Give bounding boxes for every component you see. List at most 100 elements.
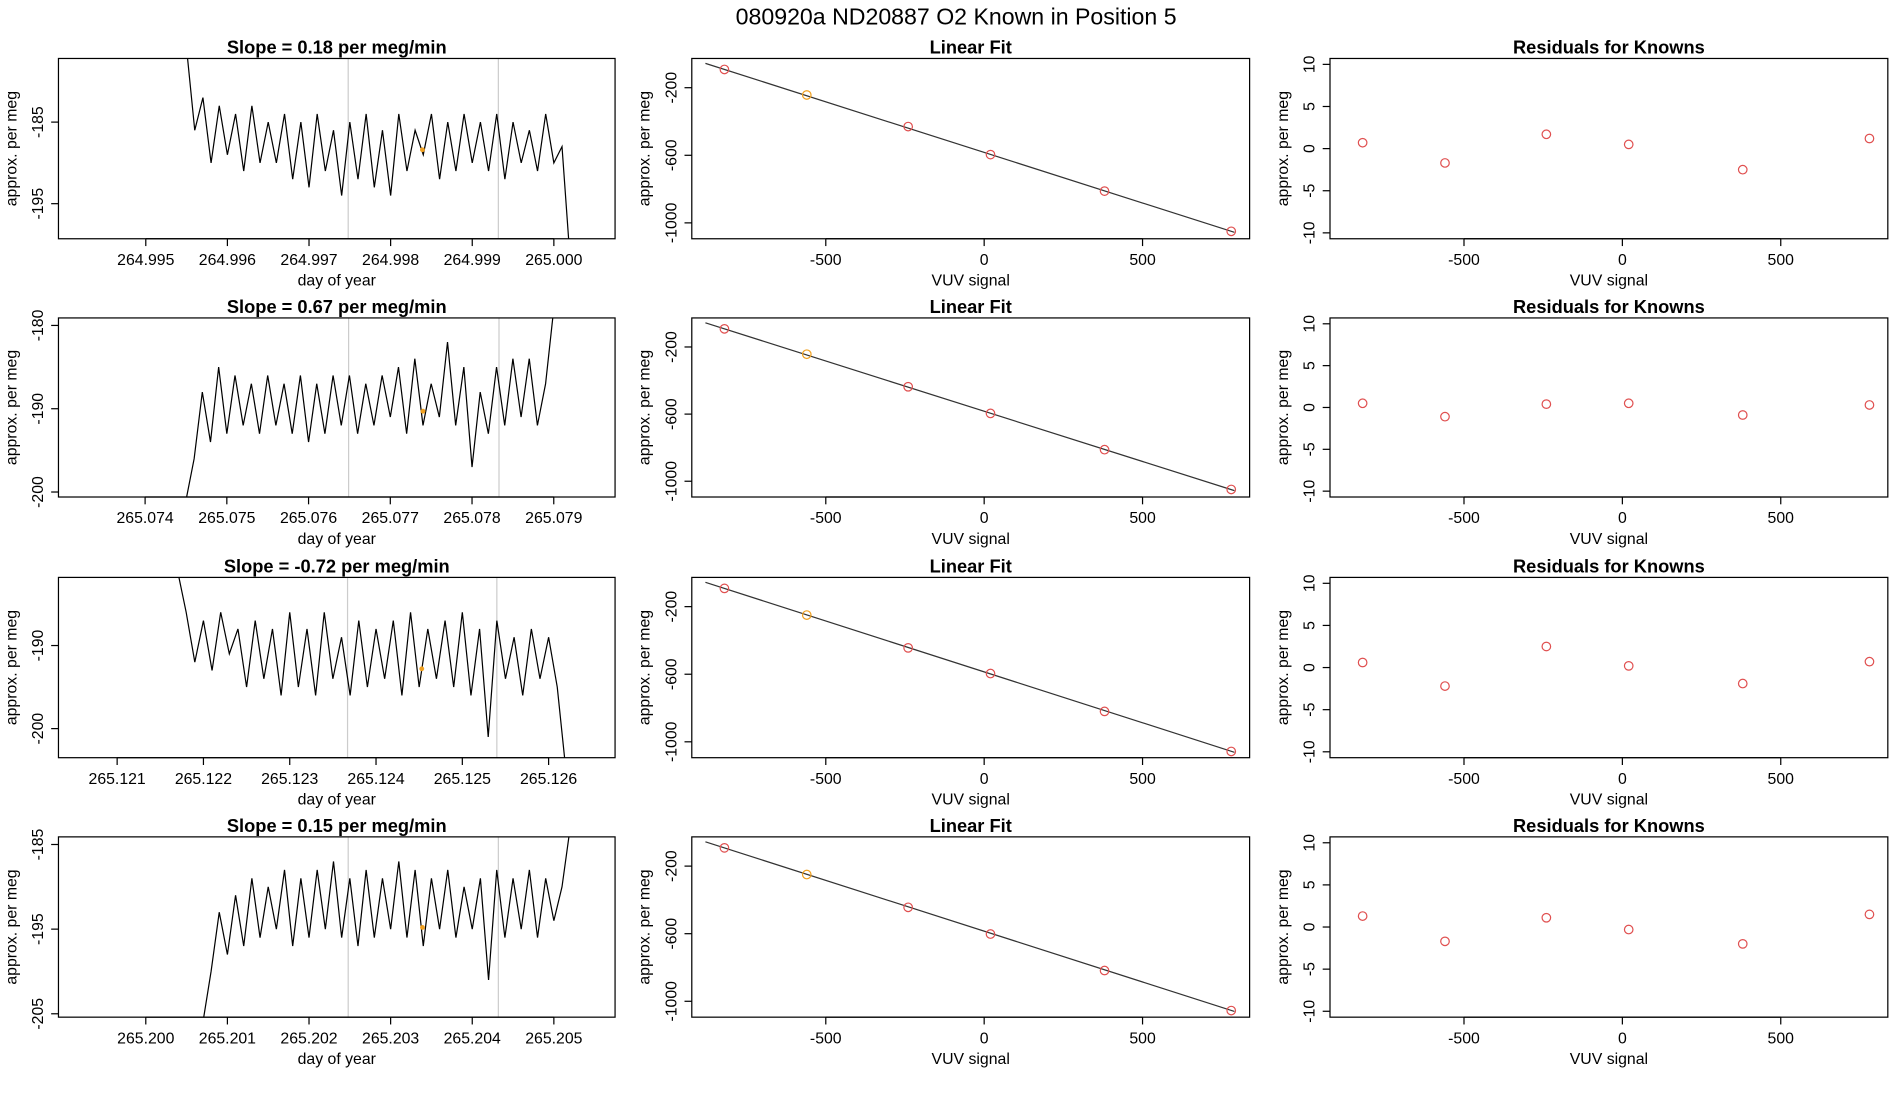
y-tick-label: -200 xyxy=(663,72,680,104)
x-tick-label: 265.201 xyxy=(199,1030,256,1047)
x-tick-label: -500 xyxy=(810,252,842,269)
y-tick-label: 0 xyxy=(1302,403,1319,412)
point xyxy=(1440,936,1450,947)
y-tick-label: 0 xyxy=(1302,663,1319,672)
x-tick-label: 500 xyxy=(1129,510,1156,527)
highlight-point xyxy=(419,666,425,672)
point xyxy=(719,323,730,334)
plot-box xyxy=(57,836,616,1018)
x-tick-label: -500 xyxy=(810,771,842,788)
point xyxy=(1099,965,1110,976)
y-tick-label: 5 xyxy=(1302,880,1319,889)
x-tick-label: -500 xyxy=(1448,252,1480,269)
panel-title: Slope = 0.67 per meg/min xyxy=(227,296,447,317)
y-axis-label: approx. per meg xyxy=(637,869,654,984)
x-tick-label: 265.000 xyxy=(525,252,582,269)
y-tick-label: -1000 xyxy=(663,461,680,502)
point xyxy=(1099,444,1110,455)
y-tick-label: -200 xyxy=(30,476,47,508)
y-axis-label: approx. per meg xyxy=(1275,869,1292,984)
x-tick-label: 0 xyxy=(1618,771,1627,788)
y-tick-label: -185 xyxy=(30,828,47,860)
x-tick-label: 265.200 xyxy=(117,1030,174,1047)
fit-line xyxy=(705,581,1235,753)
y-axis-label: approx. per meg xyxy=(637,610,654,725)
panel xyxy=(705,322,1237,495)
panel-title: Residuals for Knowns xyxy=(1513,37,1705,58)
y-tick-label: 5 xyxy=(1302,102,1319,111)
plot-box xyxy=(691,836,1251,1018)
y-tick-label: -185 xyxy=(30,106,47,138)
x-tick-label: -500 xyxy=(1448,771,1480,788)
y-tick-label: -190 xyxy=(30,393,47,425)
y-axis-label: approx. per meg xyxy=(637,350,654,465)
y-axis-label: approx. per meg xyxy=(1275,350,1292,465)
y-tick-label: -200 xyxy=(663,331,680,363)
point xyxy=(1440,681,1450,691)
point xyxy=(985,929,996,939)
point xyxy=(801,90,812,100)
x-tick-label: 265.079 xyxy=(525,510,582,527)
point xyxy=(1541,129,1552,140)
x-tick-label: 264.999 xyxy=(444,252,501,269)
point xyxy=(719,583,730,594)
y-axis-label: approx. per meg xyxy=(637,91,654,206)
point xyxy=(1357,137,1368,148)
x-tick-label: 0 xyxy=(1618,510,1627,527)
fit-line xyxy=(705,322,1235,492)
point xyxy=(719,64,730,75)
point xyxy=(903,381,914,392)
x-tick-label: 265.075 xyxy=(198,510,255,527)
panel xyxy=(178,577,566,758)
x-tick-label: 265.074 xyxy=(116,510,173,527)
panel-title: Linear Fit xyxy=(930,37,1012,58)
panel xyxy=(705,581,1237,757)
y-tick-label: -1000 xyxy=(663,202,680,243)
y-tick-label: 5 xyxy=(1302,621,1319,630)
y-tick-label: -200 xyxy=(663,591,680,623)
x-axis-label: day of year xyxy=(298,1051,377,1068)
point xyxy=(985,668,996,679)
y-tick-label: -190 xyxy=(30,630,47,662)
y-tick-label: -1000 xyxy=(663,981,680,1022)
plot-box xyxy=(57,576,616,759)
point xyxy=(903,121,914,132)
y-tick-label: -5 xyxy=(1302,184,1319,198)
series-line xyxy=(186,58,570,239)
point xyxy=(1440,158,1450,168)
panel xyxy=(1357,909,1875,949)
y-tick-label: -10 xyxy=(1302,740,1319,763)
x-tick-label: 265.124 xyxy=(347,771,404,788)
panel-title: Residuals for Knowns xyxy=(1513,815,1705,836)
y-tick-label: 10 xyxy=(1302,55,1319,73)
x-tick-label: 0 xyxy=(980,1030,989,1047)
x-tick-label: 264.996 xyxy=(199,252,256,269)
point xyxy=(1737,410,1748,420)
x-tick-label: 265.205 xyxy=(525,1030,582,1047)
x-axis-label: day of year xyxy=(298,792,377,809)
panel xyxy=(705,841,1237,1016)
x-tick-label: 265.078 xyxy=(443,510,500,527)
x-axis-label: VUV signal xyxy=(1570,792,1648,809)
point xyxy=(1099,186,1110,196)
y-tick-label: -5 xyxy=(1302,962,1319,976)
point xyxy=(1623,398,1634,409)
x-tick-label: -500 xyxy=(810,510,842,527)
x-tick-label: 265.202 xyxy=(280,1030,337,1047)
plot-box xyxy=(1329,836,1889,1018)
panel xyxy=(705,62,1237,237)
point xyxy=(801,869,812,880)
point xyxy=(1864,133,1875,144)
x-tick-label: 500 xyxy=(1129,252,1156,269)
y-tick-label: 5 xyxy=(1302,361,1319,370)
point xyxy=(1737,678,1748,689)
x-tick-label: 265.126 xyxy=(520,771,577,788)
panel-title: Slope = 0.18 per meg/min xyxy=(227,37,447,58)
y-tick-label: -600 xyxy=(663,918,680,950)
y-tick-label: -5 xyxy=(1302,442,1319,456)
y-tick-label: -200 xyxy=(30,713,47,745)
y-axis-label: approx. per meg xyxy=(3,350,20,465)
series-line xyxy=(186,317,554,498)
x-tick-label: 265.204 xyxy=(444,1030,501,1047)
